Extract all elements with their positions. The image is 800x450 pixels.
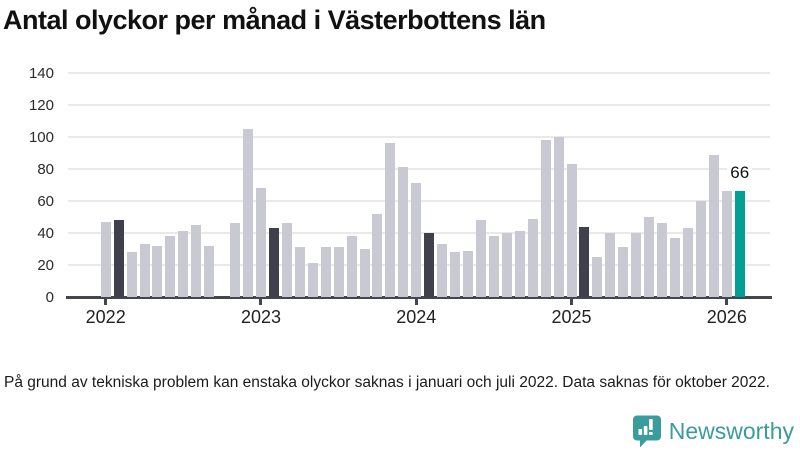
bar-jan-2025 <box>566 164 577 297</box>
bar-nov-2022 <box>230 223 241 297</box>
bar-mar-2022 <box>126 252 137 297</box>
bar-maj-2025 <box>618 247 629 297</box>
y-axis-label-20: 20 <box>37 257 54 274</box>
brand-lockup: Newsworthy <box>632 415 794 448</box>
bar-aug-2025 <box>657 223 668 297</box>
bar-sep-2024 <box>514 231 525 297</box>
bar-maj-2022 <box>152 245 163 297</box>
x-axis-label-2023: 2023 <box>240 307 281 327</box>
footnote-text: På grund av tekniska problem kan enstaka… <box>4 374 770 391</box>
bar-dec-2025 <box>708 154 719 297</box>
bar-dec-2023 <box>398 167 409 297</box>
x-axis-label-2025: 2025 <box>551 307 592 327</box>
bar-nov-2023 <box>385 143 396 297</box>
bar-okt-2024 <box>527 218 538 297</box>
bar-feb-2023 <box>268 228 279 297</box>
bar-jun-2024 <box>475 220 486 297</box>
bar-okt-2023 <box>372 213 383 297</box>
x-axis-label-2022: 2022 <box>85 307 126 327</box>
latest-value-label: 66 <box>713 163 767 183</box>
bar-sep-2025 <box>670 237 681 297</box>
bar-apr-2022 <box>139 244 150 297</box>
brand-name: Newsworthy <box>668 418 794 444</box>
y-axis-label-80: 80 <box>37 161 54 178</box>
x-axis-tick-2022 <box>104 299 108 305</box>
y-axis-label-0: 0 <box>45 289 54 306</box>
y-axis-label-120: 120 <box>28 97 54 114</box>
bar-apr-2023 <box>294 247 305 297</box>
bar-jan-2022 <box>100 221 111 297</box>
chart-title: Antal olyckor per månad i Västerbottens … <box>3 5 546 35</box>
bar-okt-2025 <box>683 228 693 297</box>
gridline-120 <box>68 104 770 106</box>
y-axis-label-40: 40 <box>37 225 54 242</box>
bar-feb-2025 <box>579 226 590 297</box>
bar-maj-2023 <box>307 263 318 297</box>
bar-jan-2026 <box>721 191 732 297</box>
bar-feb-2024 <box>424 233 435 297</box>
x-axis-tick-2023 <box>259 299 263 305</box>
gridline-100 <box>68 136 770 138</box>
bar-maj-2024 <box>463 250 474 297</box>
bar-dec-2022 <box>243 129 254 297</box>
bar-sep-2022 <box>204 245 215 297</box>
bar-feb-2022 <box>113 220 124 297</box>
gridline-140 <box>68 72 770 74</box>
y-axis-label-100: 100 <box>28 129 54 146</box>
bar-nov-2024 <box>540 140 551 297</box>
bar-mar-2024 <box>437 244 448 297</box>
bar-jan-2023 <box>255 188 266 297</box>
bar-jun-2025 <box>631 233 642 297</box>
x-axis-tick-2024 <box>414 299 418 305</box>
bar-jun-2022 <box>165 236 176 297</box>
bar-aug-2022 <box>191 225 202 297</box>
x-axis-tick-2026 <box>725 299 729 305</box>
x-axis-label-2026: 2026 <box>706 307 747 327</box>
x-axis-label-2024: 2024 <box>396 307 437 327</box>
x-axis-tick-2025 <box>570 299 574 305</box>
bar-jul-2024 <box>488 236 499 297</box>
y-axis-label-140: 140 <box>28 65 54 82</box>
bar-mar-2025 <box>592 257 603 297</box>
bar-apr-2024 <box>450 252 461 297</box>
bar-sep-2023 <box>359 249 370 297</box>
bar-aug-2023 <box>346 236 357 297</box>
bar-mar-2023 <box>281 223 292 297</box>
bar-apr-2025 <box>605 233 616 297</box>
bar-nov-2025 <box>695 201 706 297</box>
bar-feb-2026 <box>734 191 745 297</box>
y-axis-label-60: 60 <box>37 193 54 210</box>
bar-jul-2025 <box>644 217 655 297</box>
bar-jul-2022 <box>178 231 189 297</box>
x-axis-line <box>66 296 772 299</box>
bar-jul-2023 <box>333 247 344 297</box>
bar-jun-2023 <box>320 247 331 297</box>
bar-aug-2024 <box>501 233 512 297</box>
bar-jan-2024 <box>411 183 422 297</box>
bar-dec-2024 <box>553 137 564 297</box>
gridline-80 <box>68 168 770 170</box>
newsworthy-logo-icon <box>632 415 661 448</box>
